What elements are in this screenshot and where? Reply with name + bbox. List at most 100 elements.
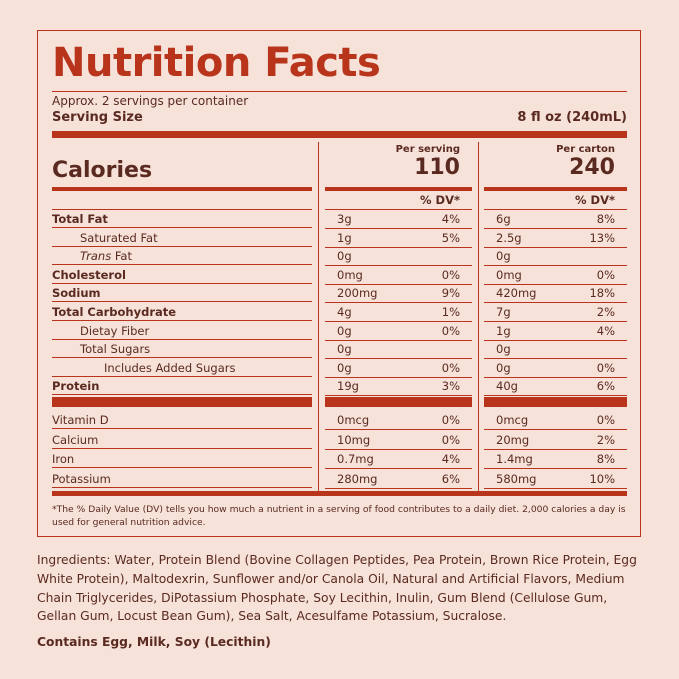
amount: 10mg [337, 432, 371, 447]
cell: 0mg 0% [325, 266, 472, 285]
cell: Iron [52, 450, 312, 468]
calories-value: 240 [569, 155, 615, 180]
daily-value: 9% [441, 286, 460, 301]
cell: 7g 2% [484, 303, 627, 322]
daily-value: 18% [589, 286, 615, 301]
cell: 6g 8% [484, 210, 627, 229]
servings: Approx. 2 servings per container [52, 94, 249, 108]
cell: 280mg 6% [325, 470, 472, 489]
column-header: Per carton [556, 144, 615, 155]
thick-bar [52, 131, 627, 138]
cell [52, 191, 312, 210]
daily-value: 0% [441, 360, 460, 375]
amount: 1g [496, 323, 511, 338]
nutrient-row: Cholesterol 0mg 0% 0mg 0% [52, 266, 627, 285]
cell: 0mcg 0% [484, 411, 627, 430]
amount: 0mg [337, 267, 363, 282]
calories-value: 110 [414, 155, 460, 180]
cell: 40g 6% [484, 377, 627, 397]
nutrient-row: Potassium 280mg 6% 580mg 10% [52, 470, 627, 489]
cell: 0mg 0% [484, 266, 627, 285]
cell: 19g 3% [325, 377, 472, 397]
amount: 7g [496, 305, 511, 319]
thick-bar [52, 491, 627, 496]
daily-value: 5% [441, 230, 460, 245]
nutrient-label: Fat [114, 249, 132, 264]
column-header: Per serving [395, 144, 460, 155]
calories-label: Calories [52, 158, 153, 183]
amount: 0.7mg [337, 452, 374, 466]
cell: 0g [325, 340, 472, 360]
amount: 1.4mg [496, 452, 533, 466]
dv-header: % DV* [420, 193, 460, 207]
amount: 0g [496, 342, 511, 357]
thick-bar [52, 397, 312, 407]
title: Nutrition Facts [52, 40, 381, 86]
nutrient-label: Dietay Fiber [80, 323, 150, 338]
thick-bar [484, 187, 627, 191]
cell: 1g 5% [325, 229, 472, 248]
daily-value: 10% [589, 471, 615, 486]
amount: 580mg [496, 471, 537, 486]
daily-value: 13% [589, 230, 615, 245]
nutrient-row: Saturated Fat 1g 5% 2.5g 13% [52, 229, 627, 248]
allergens: Contains Egg, Milk, Soy (Lecithin) [37, 635, 271, 649]
daily-value: 6% [596, 379, 615, 394]
daily-value: 3% [441, 379, 460, 394]
nutrient-row: Calcium 10mg 0% 20mg 2% [52, 431, 627, 450]
rule [52, 91, 627, 92]
nutrient-label: Potassium [52, 471, 111, 486]
cell: 20mg 2% [484, 431, 627, 450]
amount: 20mg [496, 432, 530, 447]
nutrient-label: Total Carbohydrate [52, 305, 177, 319]
daily-value: 8% [596, 452, 615, 466]
cell: 3g 4% [325, 210, 472, 229]
nutrient-label: Sodium [52, 286, 101, 301]
nutrient-row: Includes Added Sugars 0g 0% 0g 0% [52, 359, 627, 378]
amount: 0g [337, 342, 352, 357]
amount: 0g [496, 360, 511, 375]
cell: Saturated Fat [52, 229, 312, 247]
cell: 0g 0% [325, 359, 472, 378]
amount: 19g [337, 379, 359, 394]
amount: 0mcg [337, 413, 370, 427]
daily-value: 0% [441, 413, 460, 427]
cell: Includes Added Sugars [52, 359, 312, 377]
daily-value: 2% [596, 305, 615, 319]
amount: 2.5g [496, 230, 522, 245]
nutrient-label: Cholesterol [52, 267, 126, 282]
amount: 420mg [496, 286, 537, 301]
daily-value: 4% [596, 323, 615, 338]
cell: Total Carbohydrate [52, 303, 312, 321]
cell: Vitamin D [52, 411, 312, 429]
daily-value: 1% [441, 305, 460, 319]
cell: 0mcg 0% [325, 411, 472, 430]
cell: Dietay Fiber [52, 322, 312, 340]
ingredients: Ingredients: Water, Protein Blend (Bovin… [37, 553, 637, 624]
cell: 0g 0% [484, 359, 627, 378]
nutrient-row: Total Sugars 0g 0g [52, 340, 627, 360]
cell: Potassium [52, 470, 312, 488]
amount: 40g [496, 379, 518, 394]
daily-value: 2% [596, 432, 615, 447]
divider [478, 142, 479, 491]
daily-value: 0% [441, 323, 460, 338]
cell: 200mg 9% [325, 284, 472, 304]
cell: % DV* [484, 191, 627, 210]
amount: 200mg [337, 286, 378, 301]
dv-header: % DV* [575, 193, 615, 207]
amount: 0mg [496, 267, 522, 282]
cell: 1g 4% [484, 322, 627, 341]
cell: % DV* [325, 191, 472, 210]
nutrient-label: Iron [52, 452, 75, 466]
amount: 3g [337, 212, 352, 226]
cell: Cholesterol [52, 266, 312, 284]
nutrient-row: Total Carbohydrate 4g 1% 7g 2% [52, 303, 627, 322]
serving-size: 8 fl oz (240mL) [517, 110, 627, 125]
thick-bar [325, 397, 472, 407]
cell: 4g 1% [325, 303, 472, 322]
daily-value: 0% [596, 360, 615, 375]
nutrient-label: Calcium [52, 432, 99, 447]
serving-size-label: Serving Size [52, 110, 143, 125]
